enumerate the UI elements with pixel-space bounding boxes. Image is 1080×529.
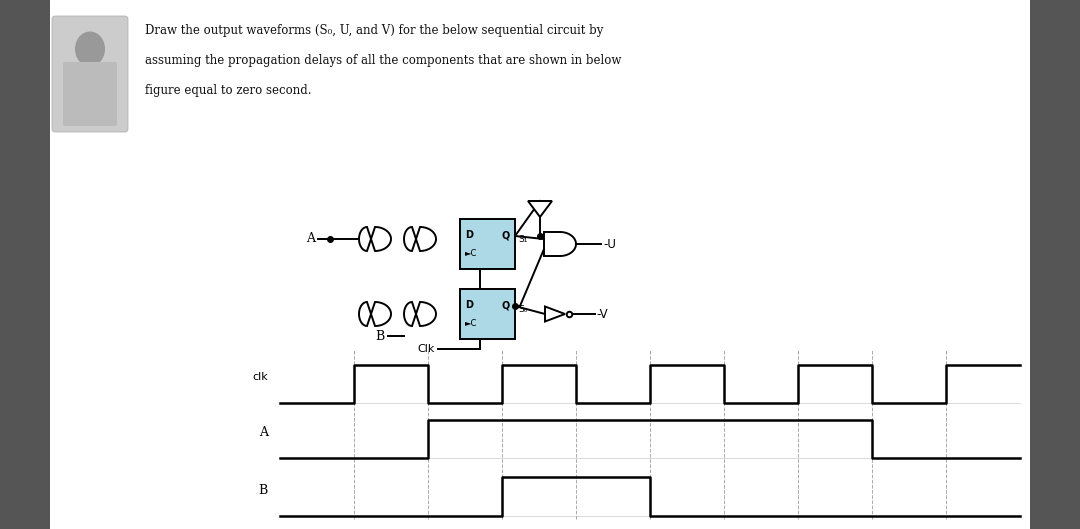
Polygon shape (404, 302, 436, 326)
Polygon shape (528, 201, 552, 217)
Text: A: A (259, 426, 268, 440)
Text: Clk: Clk (418, 344, 435, 354)
Polygon shape (544, 232, 576, 256)
Text: Q: Q (502, 300, 510, 310)
Text: clk: clk (253, 372, 268, 382)
Text: S₀: S₀ (518, 305, 527, 314)
Text: assuming the propagation delays of all the components that are shown in below: assuming the propagation delays of all t… (145, 54, 621, 67)
Ellipse shape (75, 32, 105, 67)
Text: B: B (259, 484, 268, 497)
FancyBboxPatch shape (63, 62, 117, 126)
Polygon shape (545, 306, 565, 322)
Text: figure equal to zero second.: figure equal to zero second. (145, 84, 311, 97)
Bar (460, 219, 515, 269)
Polygon shape (359, 302, 391, 326)
Polygon shape (359, 227, 391, 251)
Text: D: D (465, 300, 473, 310)
FancyBboxPatch shape (52, 16, 129, 132)
Bar (1030, 0, 1080, 529)
Text: -V: -V (596, 307, 608, 321)
Bar (0, 0, 50, 529)
Text: D: D (465, 230, 473, 240)
Text: ►C: ►C (465, 320, 477, 329)
Polygon shape (404, 227, 436, 251)
Text: A: A (306, 233, 315, 245)
Bar (460, 289, 515, 339)
Text: S₁: S₁ (518, 234, 527, 243)
Text: Draw the output waveforms (S₀, U, and V) for the below sequential circuit by: Draw the output waveforms (S₀, U, and V)… (145, 24, 604, 37)
Text: ►C: ►C (465, 250, 477, 259)
Text: Q: Q (502, 230, 510, 240)
Text: -U: -U (603, 238, 616, 251)
Text: B: B (376, 330, 384, 342)
